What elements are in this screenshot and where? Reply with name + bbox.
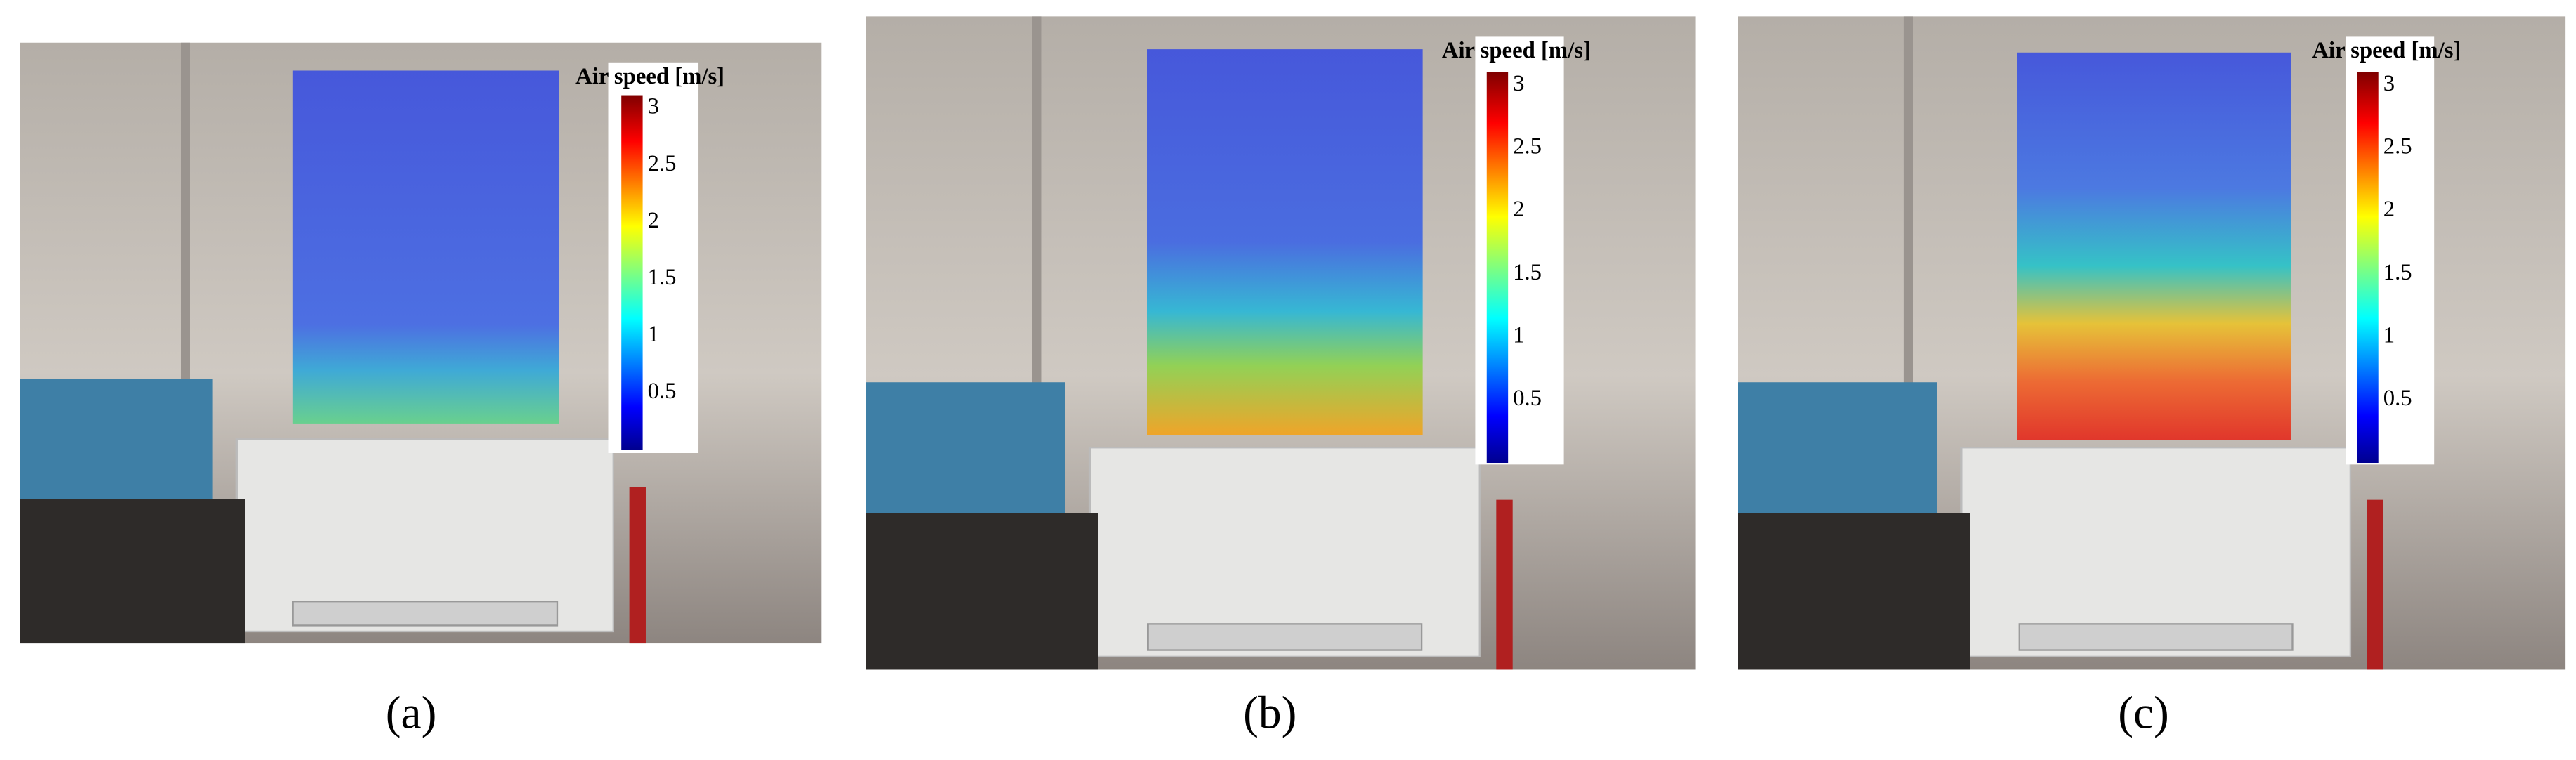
panel-label: (b) xyxy=(1243,688,1296,738)
panel-label: (c) xyxy=(2118,688,2169,738)
panel: Air speed [m/s] 3 2.5 2 1.5 1 0.5 (c) xyxy=(1738,16,2566,738)
colorbar-title: Air speed [m/s] xyxy=(2312,38,2461,63)
colorbar-tick-label: 2 xyxy=(2383,197,2395,222)
colorbar-tick-label: 1.5 xyxy=(2383,260,2412,285)
fan-grille xyxy=(292,601,559,627)
colorbar-tick-label: 2.5 xyxy=(2383,134,2412,159)
colorbar xyxy=(1486,72,1509,464)
colorbar-tick-label: 3 xyxy=(2383,71,2395,96)
fan-coil xyxy=(235,438,614,633)
colorbar xyxy=(2357,72,2379,464)
panel: Air speed [m/s] 3 2.5 2 1.5 1 0.5 (a) xyxy=(20,42,822,738)
colorbar-tick-label: 1 xyxy=(2383,322,2395,348)
stand xyxy=(1496,499,1513,670)
colorbar-tick-label: 1.5 xyxy=(1513,260,1542,285)
stand xyxy=(2367,499,2383,670)
colorbar-tick-label: 2 xyxy=(648,208,659,233)
velocity-overlay xyxy=(2017,52,2291,440)
fan-coil xyxy=(1088,447,1481,658)
colorbar-tick-label: 0.5 xyxy=(2383,386,2412,411)
colorbar-tick-label: 2 xyxy=(1513,197,1524,222)
fan-grille xyxy=(2018,623,2294,651)
colorbar-tick-label: 0.5 xyxy=(1513,386,1542,411)
colorbar-tick-label: 2.5 xyxy=(1513,134,1542,159)
colorbar-tick-label: 1 xyxy=(1513,322,1524,348)
colorbar-tick-label: 2.5 xyxy=(648,151,677,176)
colorbar-tick-label: 0.5 xyxy=(648,379,677,404)
velocity-overlay xyxy=(1147,49,1423,435)
desk xyxy=(1738,513,1970,670)
colorbar-tick-label: 1.5 xyxy=(648,265,677,290)
colorbar xyxy=(621,95,643,450)
colorbar-tick-label: 3 xyxy=(1513,71,1524,96)
colorbar-title: Air speed [m/s] xyxy=(575,64,724,89)
fan-grille xyxy=(1147,623,1423,651)
stand xyxy=(629,487,646,644)
desk xyxy=(20,499,245,644)
colorbar-title: Air speed [m/s] xyxy=(1442,38,1591,63)
colorbar-tick-label: 1 xyxy=(648,322,659,347)
fan-coil xyxy=(1960,447,2352,658)
velocity-overlay xyxy=(292,70,559,424)
desk xyxy=(866,513,1098,670)
panel: Air speed [m/s] 3 2.5 2 1.5 1 0.5 (b) xyxy=(866,16,1696,738)
panel-label: (a) xyxy=(386,688,437,738)
colorbar-tick-label: 3 xyxy=(648,94,659,119)
